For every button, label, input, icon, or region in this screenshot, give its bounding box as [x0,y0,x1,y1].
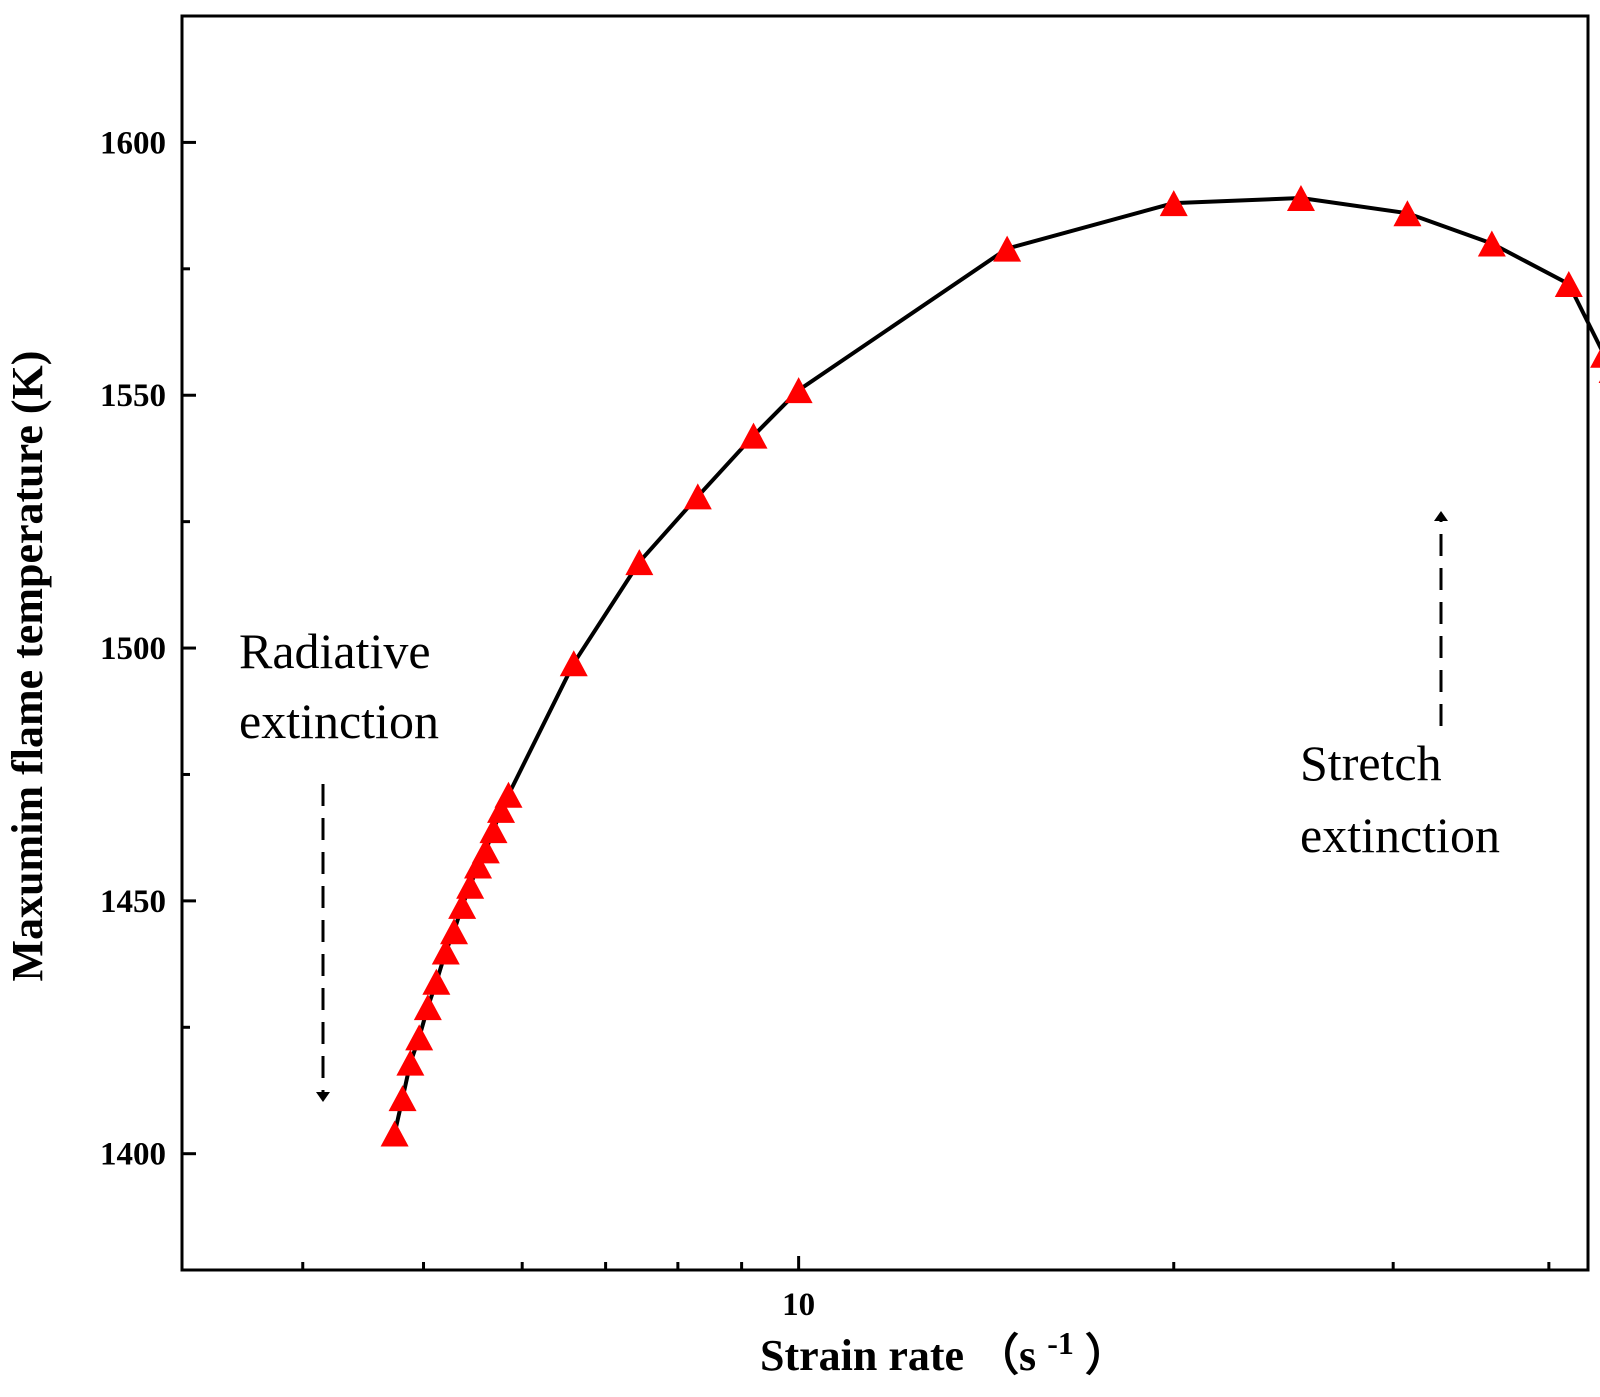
data-point [471,837,500,864]
x-axis-title: Strain rate （s -1 ） [760,1315,1129,1380]
data-point [413,994,442,1021]
data-point [396,1049,425,1076]
data-point [448,892,477,919]
y-tick-label: 1500 [100,631,166,667]
data-point [422,968,451,995]
annotation-stretch-line2: extinction [1300,807,1500,863]
x-axis-title-open: （s [975,1331,1036,1380]
annotation-radiative-line2: extinction [239,693,439,749]
annotation-radiative-extinction: Radiative extinction [239,623,439,1102]
plot-frame [180,14,1590,1272]
data-point [993,235,1022,262]
data-point [739,422,768,449]
data-point [784,377,813,404]
x-axis-title-sup: -1 [1047,1325,1074,1361]
x-tick-label: 10 [782,1287,815,1323]
data-point [1590,349,1600,368]
y-axis-title: Maxumim flame temperature (K) [3,351,52,982]
data-point [440,918,469,945]
data-point [1554,270,1583,297]
series-markers-group [380,185,1600,1147]
data-point [1393,200,1422,227]
data-point [431,938,460,965]
data-point [388,1085,417,1112]
axis-ticks: 1400 1450 1500 1550 1600 10 [100,14,1551,1323]
data-point [683,483,712,510]
data-point [1477,230,1506,257]
y-tick-label: 1550 [100,378,166,414]
annotation-radiative-line1: Radiative [239,623,431,679]
data-point [1286,185,1315,212]
data-point [479,817,508,844]
y-tick-label: 1400 [100,1137,166,1173]
data-point [456,872,485,899]
x-axis-title-main: Strain rate [760,1331,964,1380]
data-point [625,549,654,576]
data-point [380,1120,409,1147]
data-point [405,1024,434,1051]
data-point [494,781,523,808]
x-axis-title-close: ） [1085,1331,1129,1380]
data-point [464,852,493,879]
annotation-stretch-line1: Stretch [1300,735,1442,791]
data-point [1159,190,1188,217]
annotation-stretch-extinction: Stretch extinction [1300,511,1500,863]
y-tick-label: 1450 [100,884,166,920]
data-point [487,796,516,823]
data-point [559,650,588,677]
y-tick-label: 1600 [100,125,166,161]
